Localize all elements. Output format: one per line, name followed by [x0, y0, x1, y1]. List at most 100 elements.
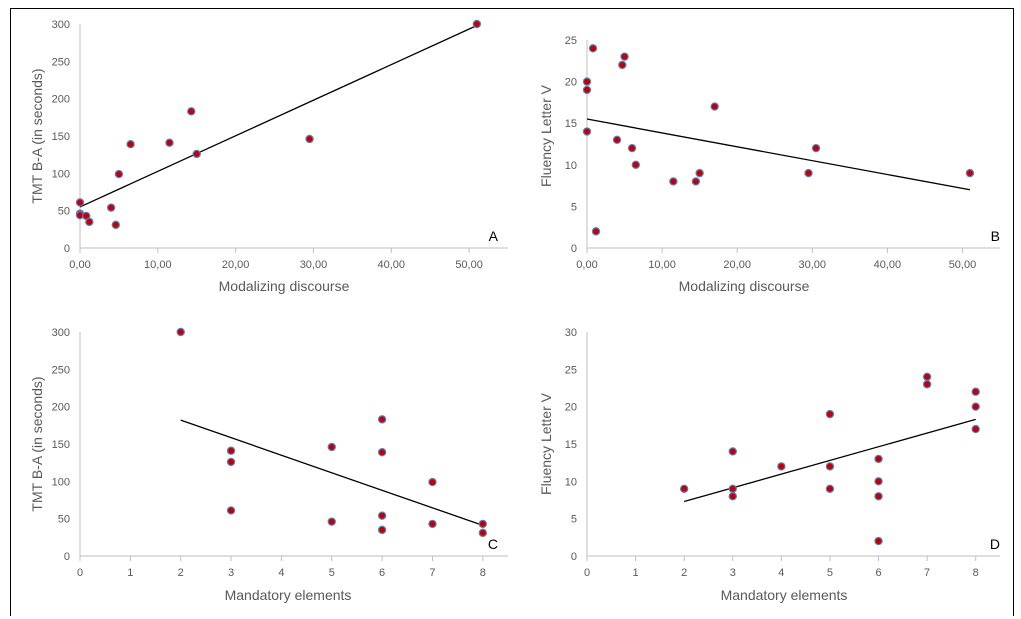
x-tick-label: 1	[633, 567, 639, 579]
y-tick-label: 15	[565, 118, 577, 130]
y-tick-label: 100	[52, 168, 70, 180]
data-point	[226, 457, 236, 467]
data-point	[811, 143, 821, 153]
data-point	[922, 372, 932, 381]
data-point	[591, 227, 601, 236]
y-tick-label: 0	[64, 551, 70, 563]
data-point	[691, 177, 701, 186]
data-point	[478, 519, 488, 529]
panel-a: 0,00 10,00 20,00 30,00 40,00 50,00 0 50 100 150 20…	[29, 19, 508, 294]
data-point	[710, 102, 719, 111]
x-tick-label: 8	[480, 567, 486, 579]
y-tick-label: 30	[565, 327, 577, 339]
x-tick-label: 30,00	[799, 259, 827, 271]
data-point	[377, 525, 387, 535]
data-point	[825, 484, 835, 493]
x-tick-label: 2	[681, 567, 687, 579]
x-axis-title: Modalizing discourse	[679, 278, 810, 294]
data-point	[428, 519, 437, 529]
y-tick-label: 20	[565, 402, 577, 414]
x-tick-label: 10,00	[144, 259, 172, 271]
data-point	[327, 442, 336, 452]
y-tick-label: 50	[58, 514, 70, 526]
data-point	[114, 169, 124, 179]
x-tick-label: 6	[379, 567, 385, 579]
data-point	[631, 160, 641, 169]
y-tick-label: 20	[565, 77, 577, 89]
trendline	[79, 24, 478, 208]
data-point	[965, 168, 975, 178]
data-point	[971, 424, 980, 434]
data-point	[226, 446, 236, 455]
data-point	[825, 409, 835, 419]
x-tick-label: 4	[278, 567, 284, 579]
x-tick-label: 0	[584, 567, 590, 579]
x-axis-title: Mandatory elements	[225, 587, 352, 603]
data-point	[176, 327, 185, 337]
panel-letter: A	[489, 228, 499, 244]
data-point	[327, 517, 336, 526]
data-point	[695, 168, 704, 178]
y-tick-label: 10	[565, 476, 577, 488]
y-axis-title: TMT B-A (in seconds)	[29, 68, 45, 203]
x-tick-label: 0,00	[576, 259, 597, 271]
x-tick-label: 5	[329, 567, 335, 579]
figure-frame	[10, 8, 1014, 616]
y-tick-label: 300	[52, 19, 70, 31]
data-point	[618, 60, 627, 70]
data-point	[620, 52, 629, 61]
x-tick-label: 0,00	[69, 259, 90, 271]
data-point	[111, 220, 120, 230]
x-tick-label: 4	[778, 567, 784, 579]
x-tick-label: 30,00	[300, 259, 328, 271]
x-tick-label: 40,00	[874, 259, 902, 271]
y-tick-label: 25	[565, 364, 577, 376]
x-tick-label: 2	[178, 567, 184, 579]
x-tick-label: 6	[875, 567, 881, 579]
data-point	[922, 380, 932, 389]
data-point	[874, 454, 883, 464]
data-point	[472, 19, 482, 29]
data-point	[874, 536, 883, 546]
x-tick-label: 20,00	[222, 259, 250, 271]
y-tick-label: 200	[52, 402, 70, 414]
data-point	[106, 203, 116, 212]
data-point	[825, 462, 835, 471]
x-axis-title: Modalizing discourse	[219, 278, 350, 294]
y-tick-label: 15	[565, 439, 577, 451]
data-point	[971, 402, 980, 411]
data-point	[377, 415, 387, 424]
data-point	[627, 143, 637, 153]
y-axis-title: Fluency Letter V	[538, 84, 554, 187]
data-point	[305, 134, 314, 144]
data-point	[971, 387, 980, 396]
trendline	[180, 419, 484, 527]
y-axis-title: Fluency Letter V	[538, 392, 554, 495]
data-point	[874, 477, 883, 486]
data-point	[728, 484, 737, 493]
panel-c: 0 1 2 3 4 5 6 7 8 0 50 100 150 200 250 300 Mandatory ele…	[29, 327, 508, 603]
x-tick-label: 0	[77, 567, 83, 579]
data-point	[126, 140, 135, 149]
panel-letter: D	[990, 536, 1000, 552]
panel-b: 0,00 10,00 20,00 30,00 40,00 50,00 0 5 10 15 20 25 M…	[538, 35, 1000, 294]
x-tick-label: 1	[127, 567, 133, 579]
y-tick-label: 300	[52, 327, 70, 339]
x-tick-label: 3	[228, 567, 234, 579]
x-tick-label: 10,00	[648, 259, 676, 271]
data-point	[582, 77, 592, 86]
y-tick-label: 0	[571, 243, 577, 255]
x-tick-label: 8	[973, 567, 979, 579]
data-point	[377, 511, 387, 520]
data-point	[588, 44, 598, 53]
data-point	[85, 217, 94, 227]
y-tick-label: 5	[571, 514, 577, 526]
x-tick-label: 40,00	[378, 259, 406, 271]
data-point	[669, 177, 678, 186]
panel-d: 0 1 2 3 4 5 6 7 8 0 5 10 15 20 25 30 Mandatory elements F…	[538, 327, 1000, 603]
y-tick-label: 10	[565, 160, 577, 172]
panel-letter: B	[991, 228, 1000, 244]
y-tick-label: 0	[571, 551, 577, 563]
data-point	[75, 198, 85, 207]
data-point	[728, 447, 737, 456]
